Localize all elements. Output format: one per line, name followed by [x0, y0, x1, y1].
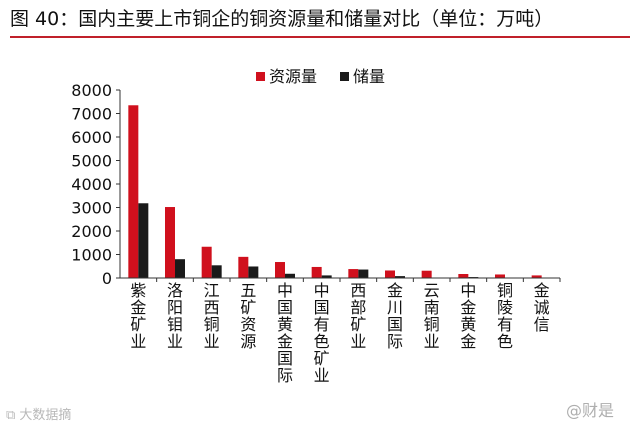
legend-swatch-2	[340, 72, 349, 81]
bar-reserve-1	[138, 203, 149, 278]
y-tick-label: 8000	[71, 81, 112, 100]
y-tick-label: 0	[102, 269, 112, 288]
bar-reserve-7	[358, 269, 369, 278]
bar-reserve-8	[395, 276, 405, 278]
x-tick-label: 五矿资源	[240, 281, 256, 351]
bar-resource-9	[421, 270, 432, 278]
x-tick-label: 金川国际	[387, 281, 403, 351]
bar-reserve-2	[175, 259, 185, 278]
x-tick-label: 中国有色矿业	[314, 281, 330, 385]
y-tick-label: 3000	[71, 199, 112, 218]
legend-label-2: 储量	[353, 67, 385, 86]
legend-swatch-1	[256, 72, 265, 81]
y-axis: 0 1000 2000 3000 4000 5000 6000 7000 8000	[71, 81, 121, 288]
x-tick-label: 中金黄金	[460, 281, 476, 351]
watermark-right: @财是	[566, 401, 615, 420]
y-tick-label: 2000	[71, 222, 112, 241]
bar-reserve-4	[248, 266, 259, 278]
bar-resource-7	[348, 269, 359, 278]
legend-label-1: 资源量	[269, 67, 317, 86]
bar-resource-1	[128, 105, 139, 279]
bar-resource-2	[165, 207, 175, 278]
y-tick-label: 6000	[71, 128, 112, 147]
bar-resource-11	[495, 274, 505, 278]
x-tick-label: 金诚信	[534, 281, 550, 334]
x-tick-label: 中国黄金国际	[277, 281, 293, 385]
x-axis: 紫金矿业 洛阳钼业 江西铜业 五矿资源 中国黄金国际 中国有色矿业 西部矿业 金川国际 云南铜业…	[120, 277, 561, 385]
x-tick-label: 云南铜业	[424, 281, 440, 351]
x-tick-label: 西部矿业	[350, 281, 366, 351]
y-tick-label: 1000	[71, 246, 112, 265]
bar-resource-3	[201, 246, 212, 278]
page-title: 图 40：国内主要上市铜企的铜资源量和储量对比（单位：万吨）	[10, 8, 554, 30]
y-tick-label: 7000	[71, 105, 112, 124]
bar-reserve-3	[211, 265, 222, 278]
y-tick-label: 5000	[71, 152, 112, 171]
bar-resource-10	[458, 274, 469, 278]
bar-resource-8	[385, 270, 395, 278]
watermark-left: ⧉ 大数据摘	[6, 408, 72, 423]
bar-resource-5	[275, 262, 285, 278]
bar-resource-4	[238, 256, 249, 278]
x-tick-label: 紫金矿业	[130, 281, 146, 351]
legend: 资源量 储量	[256, 67, 385, 86]
bar-resource-12	[531, 275, 542, 278]
y-tick-label: 4000	[71, 175, 112, 194]
bar-resource-6	[311, 266, 322, 278]
title-divider	[10, 36, 630, 38]
x-tick-label: 江西铜业	[204, 281, 220, 351]
bar-reserve-5	[285, 273, 295, 278]
x-tick-label: 洛阳钼业	[167, 281, 183, 351]
bar-reserve-6	[321, 275, 332, 278]
x-tick-label: 铜陵有色	[497, 281, 513, 351]
bars	[128, 105, 542, 279]
